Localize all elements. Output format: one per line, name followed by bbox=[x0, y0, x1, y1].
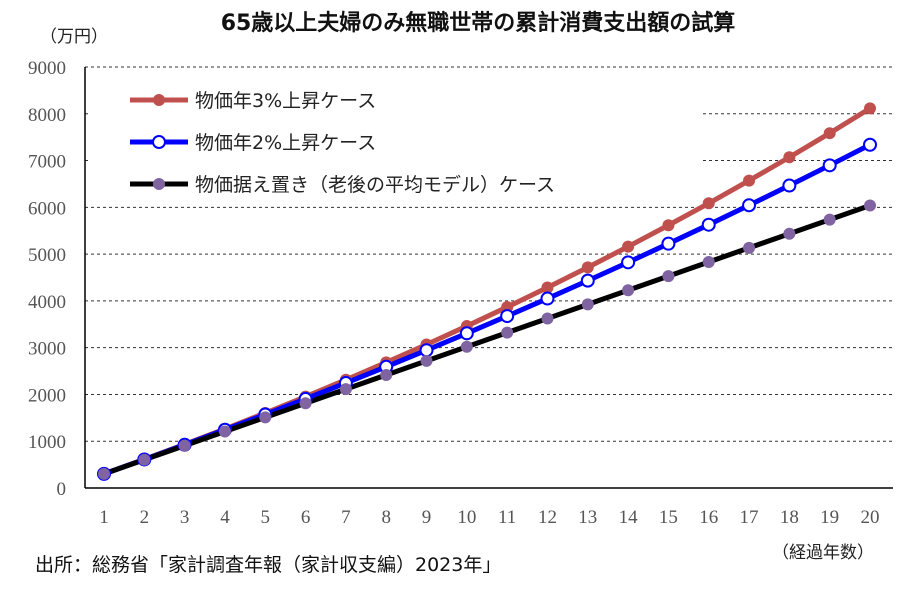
x-tick-label: 19 bbox=[820, 507, 839, 528]
legend-marker bbox=[153, 94, 165, 106]
data-point bbox=[864, 199, 876, 212]
data-point bbox=[380, 368, 393, 381]
x-tick-label: 9 bbox=[422, 507, 432, 528]
data-point bbox=[662, 270, 675, 283]
x-axis-label: （経過年数） bbox=[772, 543, 874, 563]
y-tick-label: 2000 bbox=[28, 385, 66, 406]
data-point bbox=[460, 340, 473, 353]
data-point bbox=[743, 174, 756, 187]
y-axis-unit: （万円） bbox=[40, 27, 108, 47]
data-point bbox=[459, 326, 474, 341]
legend-marker bbox=[152, 135, 166, 149]
data-point bbox=[783, 227, 796, 240]
legend-background bbox=[88, 82, 700, 200]
legend-label: 物価年2%上昇ケース bbox=[195, 132, 376, 154]
data-point bbox=[702, 197, 715, 210]
y-tick-label: 4000 bbox=[28, 292, 66, 313]
series-group bbox=[97, 102, 877, 481]
data-point bbox=[580, 273, 595, 288]
series-line-2 bbox=[103, 203, 871, 477]
data-point bbox=[541, 312, 554, 325]
x-tick-label: 6 bbox=[301, 507, 311, 528]
data-point bbox=[782, 178, 797, 193]
data-point bbox=[823, 127, 836, 140]
x-tick-label: 14 bbox=[619, 507, 639, 528]
legend-label: 物価年3%上昇ケース bbox=[195, 90, 376, 112]
y-tick-labels: 0 1000 2000 3000 4000 5000 6000 7000 8000 9000 bbox=[28, 58, 66, 500]
x-tick-label: 2 bbox=[140, 507, 150, 528]
y-tick-label: 9000 bbox=[28, 58, 66, 79]
y-tick-label: 7000 bbox=[28, 152, 66, 173]
y-tick-label: 6000 bbox=[28, 198, 66, 219]
x-tick-label: 13 bbox=[578, 507, 597, 528]
data-point bbox=[339, 383, 352, 396]
chart-title: 65歳以上夫婦のみ無職世帯の累計消費支出額の試算 bbox=[221, 10, 736, 36]
data-point bbox=[702, 255, 715, 268]
x-tick-label: 1 bbox=[99, 507, 109, 528]
data-point bbox=[783, 151, 796, 164]
x-tick-label: 7 bbox=[341, 507, 351, 528]
data-point bbox=[98, 467, 110, 480]
data-point bbox=[742, 198, 757, 213]
data-point bbox=[218, 425, 231, 438]
y-tick-label: 1000 bbox=[28, 432, 66, 453]
x-tick-label: 10 bbox=[457, 507, 476, 528]
data-point bbox=[621, 255, 636, 270]
x-tick-label: 20 bbox=[861, 507, 880, 528]
y-tick-label: 0 bbox=[57, 479, 67, 500]
x-tick-label: 8 bbox=[381, 507, 391, 528]
y-tick-label: 5000 bbox=[28, 245, 66, 266]
x-tick-label: 4 bbox=[220, 507, 230, 528]
data-point bbox=[259, 411, 272, 424]
source-note: 出所：総務省「家計調査年報（家計収支編）2023年」 bbox=[35, 554, 501, 576]
data-point bbox=[420, 354, 433, 367]
x-tick-label: 12 bbox=[538, 507, 557, 528]
data-point bbox=[581, 261, 594, 274]
data-point bbox=[864, 102, 876, 115]
x-tick-label: 17 bbox=[740, 507, 759, 528]
data-point bbox=[500, 309, 515, 324]
data-point bbox=[662, 219, 675, 232]
data-point bbox=[622, 284, 635, 297]
x-tick-label: 16 bbox=[699, 507, 718, 528]
x-tick-label: 3 bbox=[180, 507, 190, 528]
data-point bbox=[701, 217, 716, 232]
data-point bbox=[299, 397, 312, 410]
data-point bbox=[501, 326, 514, 339]
data-point bbox=[581, 298, 594, 311]
data-point bbox=[541, 281, 554, 294]
x-tick-label: 5 bbox=[261, 507, 271, 528]
data-point bbox=[823, 213, 836, 226]
data-point bbox=[622, 240, 635, 253]
legend-label: 物価据え置き（老後の平均モデル）ケース bbox=[195, 174, 555, 196]
data-point bbox=[419, 343, 434, 358]
data-point bbox=[540, 291, 555, 306]
x-tick-label: 18 bbox=[780, 507, 799, 528]
x-tick-label: 15 bbox=[659, 507, 678, 528]
data-point bbox=[661, 236, 676, 251]
data-point bbox=[178, 439, 191, 452]
y-tick-label: 8000 bbox=[28, 105, 66, 126]
x-tick-label: 11 bbox=[498, 507, 516, 528]
x-tick-labels: 1 2 3 4 5 6 7 8 9 10 11 12 13 14 15 16 17 18 19 20 bbox=[99, 507, 879, 528]
y-tick-label: 3000 bbox=[28, 339, 66, 360]
data-point bbox=[822, 158, 837, 173]
data-point bbox=[138, 453, 151, 466]
data-point bbox=[863, 137, 877, 152]
legend-marker bbox=[153, 178, 165, 190]
data-point bbox=[743, 241, 756, 254]
